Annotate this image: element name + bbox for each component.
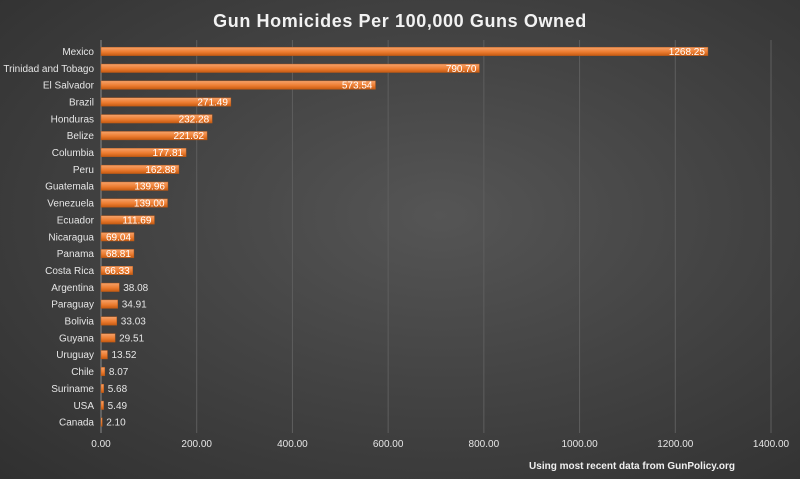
bar [100,97,232,107]
category-label: Paraguay [51,300,94,311]
data-label: 162.88 [145,165,176,176]
bar [100,63,480,73]
category-label: Argentina [51,283,94,294]
category-label: Trinidad and Tobago [3,64,94,75]
x-tick-label: 1000.00 [561,439,598,450]
category-label: USA [73,401,94,412]
data-label: 1268.25 [669,47,706,58]
bar [100,181,169,191]
category-label: Guatemala [45,182,94,193]
bar [100,367,106,377]
category-label: Ecuador [57,215,95,226]
x-tick-label: 0.00 [91,439,111,450]
x-tick-label: 800.00 [469,439,500,450]
category-label: Bolivia [65,317,95,328]
category-label: Canada [59,418,94,429]
category-label: Chile [71,367,94,378]
bar [100,333,116,343]
x-tick-labels: 0.00 200.00 400.00 600.00 800.00 1000.00 1200.… [91,439,789,450]
data-label: 2.10 [106,418,126,429]
data-label: 221.62 [173,131,204,142]
category-label: El Salvador [43,81,95,92]
bar [100,46,709,56]
data-label: 34.91 [122,300,147,311]
data-label: 33.03 [121,317,146,328]
category-label: Brazil [69,97,94,108]
category-label: Belize [67,131,95,142]
bar [100,232,135,242]
category-label: Venezuela [47,199,94,210]
data-label: 232.28 [179,114,210,125]
data-label: 68.81 [106,249,131,260]
bar [100,316,118,326]
data-label: 139.00 [134,199,165,210]
x-tick-label: 200.00 [181,439,212,450]
data-label: 111.69 [122,215,152,226]
x-tick-label: 1400.00 [753,439,790,450]
bar [100,282,120,292]
bar [100,164,180,174]
data-label: 5.49 [108,401,128,412]
bar [100,417,103,427]
value-labels: 1268.25 790.70 573.54 271.49 232.28 221.62 177… [105,47,706,429]
data-label: 13.52 [111,350,136,361]
category-label: Costa Rica [45,266,94,277]
category-labels: Mexico Trinidad and Tobago El Salvador Braz… [3,47,94,429]
bar [100,215,155,225]
data-label: 29.51 [119,333,144,344]
data-label: 139.96 [134,182,165,193]
category-label: Suriname [51,384,94,395]
data-label: 5.68 [108,384,128,395]
x-tick-label: 600.00 [373,439,404,450]
bar [100,80,376,90]
bar [100,114,213,124]
category-label: Honduras [51,114,94,125]
x-tick-label: 1200.00 [657,439,694,450]
category-label: Peru [73,165,94,176]
data-label: 66.33 [105,266,130,277]
category-label: Panama [57,249,95,260]
source-note: Using most recent data from GunPolicy.or… [529,461,735,472]
data-label: 8.07 [109,367,129,378]
bar [100,131,208,141]
bar [100,383,104,393]
chart-title: Gun Homicides Per 100,000 Guns Owned [213,11,587,31]
category-label: Guyana [59,333,94,344]
data-label: 177.81 [153,148,184,159]
category-label: Uruguay [56,350,94,361]
bars [100,46,709,427]
category-label: Columbia [52,148,95,159]
data-label: 271.49 [197,97,228,108]
x-tick-label: 400.00 [277,439,308,450]
bar [100,299,118,309]
bar [100,350,108,360]
bar [100,400,104,410]
bar [100,266,133,275]
category-label: Nicaragua [48,232,94,243]
category-label: Mexico [62,47,94,58]
bar [100,198,168,208]
data-label: 790.70 [446,64,477,75]
gridlines [100,40,772,433]
data-label: 69.04 [106,232,131,243]
data-label: 38.08 [123,283,148,294]
bar [100,249,135,259]
bar [100,148,187,157]
data-label: 573.54 [342,81,373,92]
